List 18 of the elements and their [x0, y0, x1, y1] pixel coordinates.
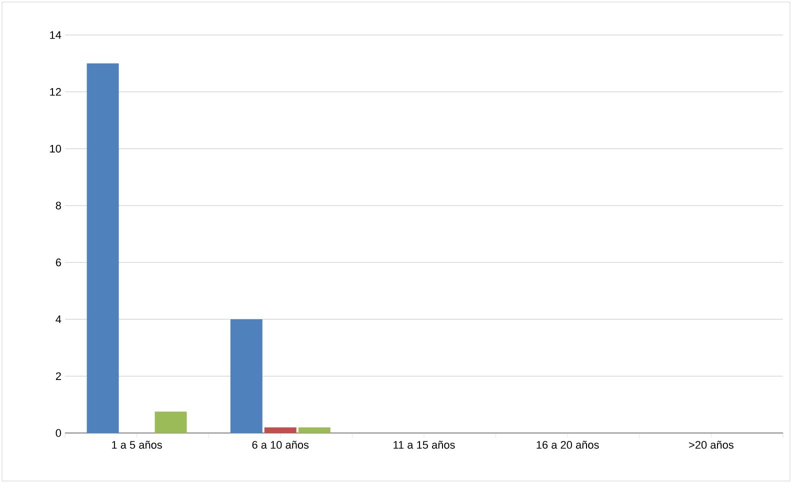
x-tick-label: 11 a 15 años: [394, 440, 455, 449]
y-tick-label: 10: [50, 144, 62, 153]
bar: [230, 319, 262, 433]
y-tick-label: 12: [50, 88, 61, 96]
bar: [86, 63, 119, 433]
x-tick-label: 16 a 20 años: [536, 440, 599, 449]
y-tick-label: 0: [56, 429, 62, 437]
bar: [264, 427, 296, 433]
y-tick-label: 2: [56, 372, 61, 380]
x-tick-label: 6 a 10 años: [252, 440, 309, 449]
x-tick-label: 1 a 5 años: [112, 440, 162, 449]
y-tick-label: 14: [50, 31, 62, 39]
bar: [298, 427, 330, 433]
y-tick-label: 8: [56, 202, 61, 210]
y-tick-label: 6: [56, 258, 61, 266]
x-tick-label: >20 años: [689, 440, 734, 449]
bar: [154, 412, 187, 433]
y-tick-label: 4: [56, 316, 62, 324]
